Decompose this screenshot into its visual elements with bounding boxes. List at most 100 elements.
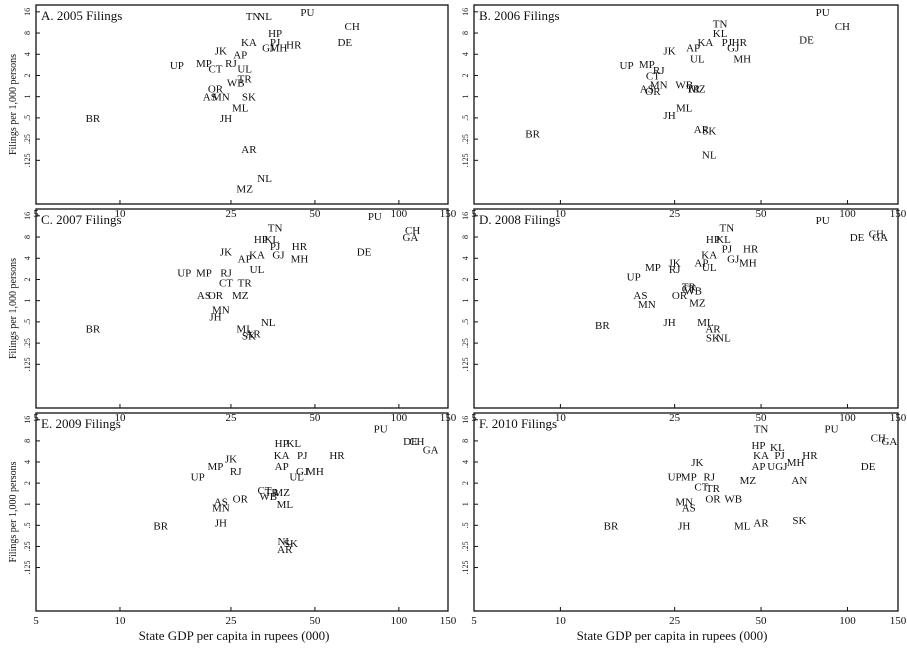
point-label-up: UP — [627, 272, 641, 284]
x-tick-label: 50 — [309, 412, 321, 424]
point-label-as: AS — [203, 92, 217, 104]
point-label-ul: UL — [702, 262, 717, 274]
point-label-ga: GA — [872, 232, 888, 244]
point-label-ka: KA — [753, 450, 769, 462]
point-label-mn: MN — [212, 304, 230, 316]
point-label-up: UP — [191, 471, 205, 483]
point-label-nl: NL — [257, 173, 272, 185]
point-label-gj: GJ — [272, 250, 285, 262]
point-label-rj: RJ — [220, 268, 232, 280]
point-label-tn: TN — [246, 11, 261, 23]
point-label-ct: CT — [646, 70, 660, 82]
point-label-mz: MZ — [273, 487, 290, 499]
y-tick-label: .25 — [461, 134, 470, 144]
point-label-hr: HR — [802, 450, 818, 462]
point-label-mp: MP — [196, 58, 212, 70]
point-label-mp: MP — [196, 268, 212, 280]
y-tick-label: .125 — [461, 357, 470, 371]
point-label-br: BR — [86, 324, 101, 336]
x-tick-label: 25 — [669, 615, 681, 627]
y-tick-label: 4 — [23, 256, 32, 260]
x-tick-label: 50 — [309, 208, 321, 220]
point-label-ch: CH — [409, 436, 424, 448]
x-tick-label: 5 — [33, 615, 39, 627]
point-label-hr: HR — [732, 37, 748, 49]
point-label-or: OR — [208, 290, 224, 302]
point-label-ka: KA — [249, 250, 265, 262]
point-label-ch: CH — [835, 21, 850, 33]
y-tick-label: 1 — [461, 95, 470, 99]
panel-frame — [35, 4, 449, 205]
point-label-kl: KL — [264, 234, 279, 246]
y-tick-label: 8 — [23, 235, 32, 239]
y-tick-label: 4 — [461, 52, 470, 56]
x-tick-label: 50 — [756, 208, 768, 220]
point-label-pu: PU — [816, 215, 830, 227]
point-label-pu: PU — [368, 211, 382, 223]
point-label-mp: MP — [639, 59, 655, 71]
x-tick-label: 25 — [225, 615, 237, 627]
point-label-up: UP — [668, 471, 682, 483]
point-label-pu: PU — [824, 424, 838, 436]
point-label-as: AS — [633, 290, 647, 302]
x-axis-title-right: State GDP per capita in rupees (000) — [577, 628, 768, 643]
y-tick-label: .125 — [23, 561, 32, 575]
point-label-ga: GA — [881, 436, 897, 448]
point-label-ml: ML — [236, 324, 253, 336]
y-tick-label: .25 — [23, 338, 32, 348]
x-tick-label: 10 — [555, 615, 567, 627]
panel-frame — [473, 4, 899, 205]
point-label-de: DE — [861, 461, 876, 473]
point-label-tr: TR — [238, 278, 253, 290]
point-label-mp: MP — [681, 471, 697, 483]
y-tick-label: 16 — [461, 8, 470, 16]
point-label-de: DE — [799, 34, 814, 46]
y-tick-label: .25 — [23, 134, 32, 144]
y-tick-label: 4 — [461, 460, 470, 464]
point-label-jh: JH — [220, 113, 232, 125]
point-label-de: DE — [357, 246, 372, 258]
point-label-ap: AP — [275, 461, 289, 473]
point-label-jh: JH — [663, 110, 675, 122]
point-label-ar: AR — [245, 329, 261, 341]
point-label-hr: HR — [286, 40, 302, 52]
panel-frame — [35, 412, 449, 612]
point-label-ka: KA — [701, 250, 717, 262]
x-tick-label: 50 — [756, 412, 768, 424]
point-label-or: OR — [208, 84, 224, 96]
y-tick-label: 4 — [23, 52, 32, 56]
y-tick-label: 8 — [23, 439, 32, 443]
x-tick-label: 25 — [225, 208, 237, 220]
point-label-pj: PJ — [270, 37, 281, 49]
point-label-mp: MP — [645, 262, 661, 274]
x-tick-label: 10 — [114, 615, 126, 627]
point-label-tr: TR — [682, 281, 697, 293]
point-label-pj: PJ — [722, 244, 733, 256]
point-label-ap: AP — [233, 49, 247, 61]
y-tick-label: 2 — [461, 73, 470, 77]
point-label-mh: MH — [787, 457, 805, 469]
point-label-ar: AR — [277, 544, 293, 556]
point-label-ml: ML — [232, 103, 249, 115]
point-label-mz: MZ — [740, 475, 757, 487]
point-label-br: BR — [86, 113, 101, 125]
point-label-hp: HP — [706, 234, 720, 246]
panel-5: E. 2009 Filings 16 8 4 2 1 .5 .25 .125 5 10 25 50 100… — [8, 412, 457, 627]
y-tick-label: 2 — [461, 277, 470, 281]
point-label-gj: GJ — [296, 466, 309, 478]
bottom-axis-titles: State GDP per capita in rupees (000) Sta… — [139, 628, 768, 643]
y-tick-label: 16 — [461, 212, 470, 220]
point-label-ct: CT — [694, 481, 708, 493]
point-label-rj: RJ — [669, 264, 681, 276]
y-tick-label: 2 — [23, 481, 32, 485]
point-label-sk: SK — [702, 126, 716, 138]
y-tick-label: 4 — [461, 256, 470, 260]
point-label-ul: UL — [250, 264, 265, 276]
x-tick-label: 100 — [391, 615, 408, 627]
point-label-or: OR — [233, 494, 249, 506]
point-label-mn: MN — [650, 79, 668, 91]
